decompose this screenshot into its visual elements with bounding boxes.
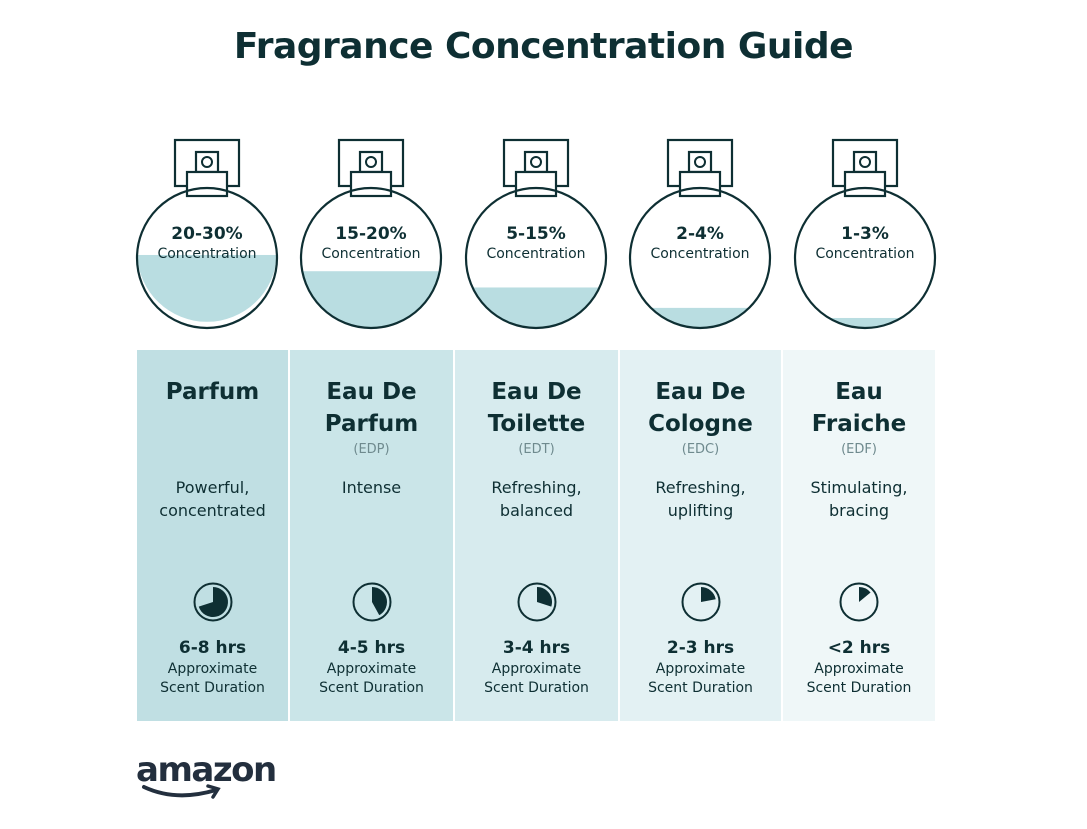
duration-hours: <2 hrs [827,638,891,658]
duration-hours: 6-8 hrs [178,638,247,658]
bottle: 1-3% Concentration [783,138,947,330]
clock-icon [517,582,556,622]
duration-label: Approximate Scent Duration [319,661,424,696]
duration-label: Approximate Scent Duration [648,661,753,696]
clock-icon [193,582,232,622]
fragrance-name: Eau De Toilette [487,379,586,437]
concentration-percent: 20-30% [171,224,243,244]
bottle-icon [299,138,443,330]
fragrance-description: Stimulating, bracing [810,478,908,520]
fragrance-column: Eau De Toilette (EDT) Refreshing, balanced… [455,350,618,721]
clock-icon [352,582,391,622]
concentration-label: Concentration [321,246,421,262]
fragrance-name: Eau De Parfum [324,379,419,437]
concentration-percent: 2-4% [676,224,724,244]
fragrance-abbreviation: (EDF) [841,442,877,457]
bottle: 20-30% Concentration [125,138,289,330]
duration-label: Approximate Scent Duration [806,661,912,696]
fragrance-column: Eau De Parfum (EDP) Intense 4-5 hrs Appro… [290,350,453,721]
svg-text:amazon: amazon [136,750,276,790]
bottle-icon [793,138,937,330]
fragrance-column: Eau De Cologne (EDC) Refreshing, uplifting… [620,350,781,721]
bottle: 5-15% Concentration [454,138,618,330]
concentration-label: Concentration [650,246,750,262]
fragrance-column: Eau Fraiche (EDF) Stimulating, bracing <2 … [783,350,935,721]
concentration-percent: 5-15% [506,224,566,244]
duration-hours: 3-4 hrs [502,638,571,658]
fragrance-name: Eau Fraiche [811,379,907,437]
concentration-percent: 15-20% [335,224,407,244]
duration-hours: 2-3 hrs [666,638,735,658]
fragrance-abbreviation: (EDT) [518,442,555,457]
clock-icon [681,582,720,622]
fragrance-abbreviation: (EDP) [353,442,390,457]
bottle-icon [135,138,279,330]
fragrance-description: Refreshing, uplifting [655,478,746,520]
clock-icon [839,582,879,622]
fragrance-abbreviation: (EDC) [681,442,720,457]
fragrance-column: Parfum Powerful, concentrated 6-8 hrs App… [137,350,288,721]
fragrance-description: Refreshing, balanced [491,478,582,520]
liquid-fill [137,255,277,322]
concentration-label: Concentration [157,246,257,262]
amazon-logo: amazon [136,750,281,806]
concentration-label: Concentration [815,246,915,262]
liquid-fill [472,287,599,328]
concentration-label: Concentration [486,246,586,262]
concentration-percent: 1-3% [841,224,889,244]
fragrance-name: Parfum [165,379,260,405]
duration-label: Approximate Scent Duration [160,661,265,696]
duration-hours: 4-5 hrs [337,638,406,658]
page-title: Fragrance Concentration Guide [233,26,854,67]
bottle-icon [628,138,772,330]
fragrance-description: Powerful, concentrated [159,478,266,520]
fragrance-name: Eau De Cologne [648,379,753,437]
liquid-fill [302,271,440,328]
bottle: 15-20% Concentration [289,138,453,330]
fragrance-description: Intense [341,478,402,497]
duration-label: Approximate Scent Duration [484,661,589,696]
bottle-icon [464,138,608,330]
bottle: 2-4% Concentration [618,138,782,330]
